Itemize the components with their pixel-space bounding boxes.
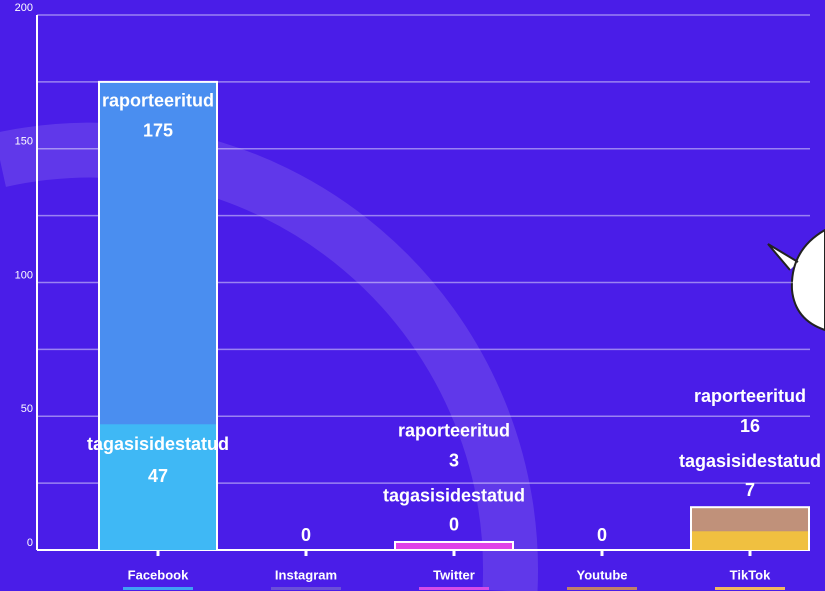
data-label: 175	[143, 121, 173, 141]
data-label: 0	[449, 515, 459, 535]
category-swatch	[567, 587, 637, 590]
category-swatch	[419, 587, 489, 590]
y-tick-label: 200	[15, 2, 33, 14]
data-label: 0	[597, 525, 607, 545]
bar-segment	[692, 531, 808, 550]
y-tick-label: 100	[15, 269, 33, 281]
data-label: tagasisidestatud	[87, 434, 229, 454]
category-swatch	[715, 587, 785, 590]
data-label: tagasisidestatud	[679, 451, 821, 471]
chart: 0 50 100 150 200 raporteeritud 175 tagasisidest…	[0, 0, 825, 591]
data-label: raporteeritud	[398, 421, 510, 441]
x-tick-label: Youtube	[576, 567, 627, 582]
x-tick-label: Twitter	[433, 567, 475, 582]
bar	[395, 542, 513, 550]
x-tick-label: Facebook	[128, 567, 189, 582]
page: 0 50 100 150 200 raporteeritud 175 tagasisidest…	[0, 0, 825, 591]
data-label: 47	[148, 466, 168, 486]
y-tick-label: 0	[27, 537, 33, 549]
data-label: 0	[301, 525, 311, 545]
y-tick-label: 150	[15, 136, 33, 148]
y-tick-label: 50	[21, 403, 33, 415]
x-tick-label: TikTok	[730, 567, 771, 582]
category-swatch	[271, 587, 341, 590]
data-label: 16	[740, 416, 760, 436]
data-label: tagasisidestatud	[383, 486, 525, 506]
data-label: 7	[745, 480, 755, 500]
category-swatch	[123, 587, 193, 590]
data-label: raporteeritud	[694, 386, 806, 406]
x-tick-label: Instagram	[275, 567, 337, 582]
data-label: 3	[449, 451, 459, 471]
data-label: raporteeritud	[102, 91, 214, 111]
